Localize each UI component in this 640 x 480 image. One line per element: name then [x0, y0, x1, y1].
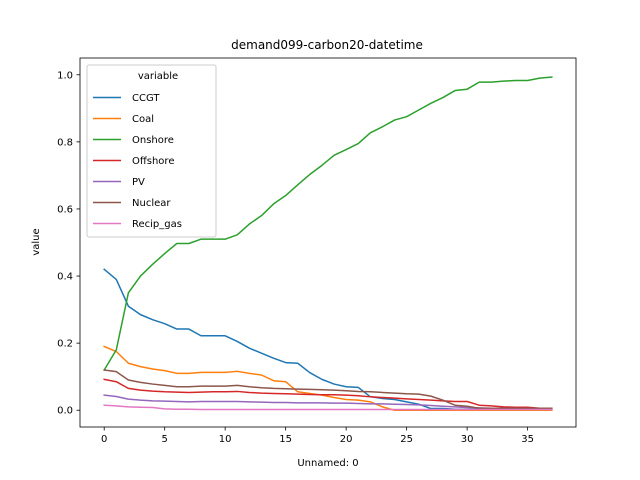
x-tick-label: 30	[461, 434, 474, 445]
x-tick-label: 5	[161, 434, 167, 445]
legend-title: variable	[138, 71, 178, 82]
legend-label: Nuclear	[132, 198, 171, 209]
y-tick-label: 0.8	[57, 137, 73, 148]
series-line-nuclear	[103, 369, 553, 409]
chart-title: demand099-carbon20-datetime	[231, 38, 423, 52]
legend-label: PV	[132, 177, 145, 188]
x-axis-ticks: 0 5 10 15 20 25 30 35	[101, 427, 534, 445]
series-lines	[103, 76, 553, 411]
legend-label: Coal	[132, 114, 154, 125]
legend-label: Recip_gas	[132, 219, 182, 230]
x-tick-label: 15	[279, 434, 292, 445]
y-axis-ticks: 0.0 0.2 0.4 0.6 0.8 1.0	[57, 70, 80, 417]
series-line-recip-gas	[103, 404, 553, 411]
y-tick-label: 0.4	[57, 272, 73, 283]
y-tick-label: 0.6	[57, 204, 73, 215]
legend-label: Offshore	[132, 156, 174, 167]
y-tick-label: 0.0	[57, 406, 73, 417]
series-line-offshore	[103, 378, 553, 409]
x-tick-label: 35	[521, 434, 534, 445]
x-tick-label: 20	[340, 434, 353, 445]
plot-frame	[79, 57, 577, 428]
legend-box	[86, 64, 217, 238]
x-axis-label: Unnamed: 0	[297, 458, 358, 469]
x-tick-label: 10	[219, 434, 232, 445]
legend-label: CCGT	[132, 93, 160, 104]
legend-label: Onshore	[132, 135, 174, 146]
axes	[79, 57, 577, 428]
legend: variable CCGT Coal Onshore Offshore PV Nuclea…	[86, 64, 217, 238]
series-line-onshore	[103, 76, 553, 371]
y-tick-label: 0.2	[57, 339, 73, 350]
x-tick-label: 0	[101, 434, 107, 445]
y-tick-label: 1.0	[57, 70, 73, 81]
y-axis-label: value	[31, 228, 42, 255]
x-tick-label: 25	[400, 434, 413, 445]
